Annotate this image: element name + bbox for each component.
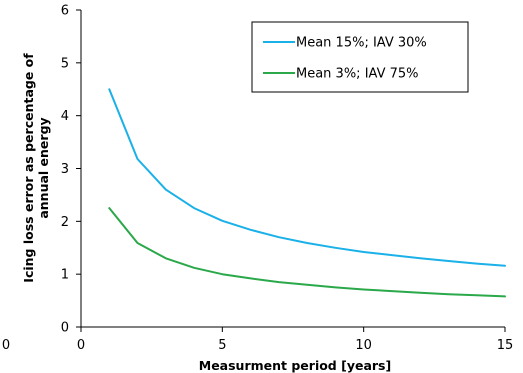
x-axis-ticks: 0 5 10 15 [77,327,513,353]
y-tick-label: 5 [61,56,69,71]
legend-label-series-2: Mean 3%; IAV 75% [296,67,419,82]
legend-label-series-1: Mean 15%; IAV 30% [296,36,427,51]
series-line-2 [108,207,506,298]
y-tick-label: 3 [61,162,69,177]
y-axis-ticks: 0 1 2 3 4 5 6 [61,4,81,336]
stray-tick-label: 0 [2,338,10,353]
x-tick-label: 10 [355,338,372,353]
y-tick-label: 0 [61,321,69,336]
y-tick-label: 6 [61,4,69,19]
y-tick-label: 2 [61,215,69,230]
x-tick-label: 5 [218,338,226,353]
legend-box [251,21,469,93]
y-tick-label: 1 [61,268,69,283]
y-axis-title: Icing loss error as percentage of annual… [21,53,51,283]
y-tick-label: 4 [61,109,69,124]
series-layer [108,88,506,298]
y-axis-title-line-2: annual energy [36,117,51,218]
series-line-1 [108,88,506,267]
x-tick-label: 15 [497,338,514,353]
x-tick-label: 0 [77,338,85,353]
x-axis-title: Measurment period [years] [199,358,391,373]
legend: Mean 15%; IAV 30% Mean 3%; IAV 75% [251,21,469,93]
y-axis-title-line-1: Icing loss error as percentage of [21,53,36,283]
